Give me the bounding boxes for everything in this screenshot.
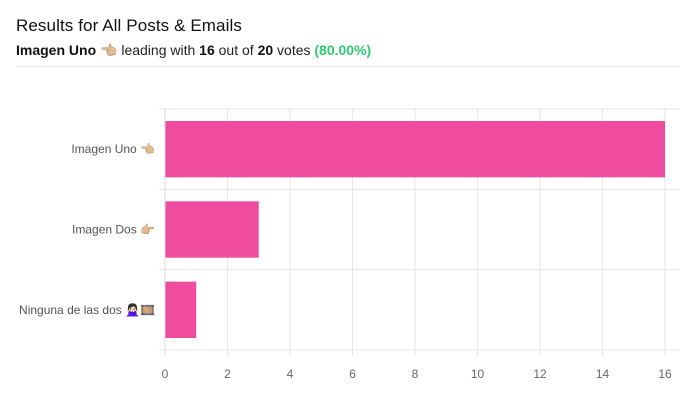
x-tick-label: 0 [162, 367, 169, 381]
x-tick-label: 8 [412, 367, 419, 381]
x-tick-label: 16 [658, 367, 672, 381]
leader-summary: Imagen Uno 👈🏼 leading with 16 out of 20 … [16, 41, 680, 59]
x-tick-label: 14 [596, 367, 610, 381]
x-tick-label: 4 [287, 367, 294, 381]
bar-3 [165, 281, 197, 338]
votes-word: votes [273, 42, 315, 58]
results-header: Results for All Posts & Emails Imagen Un… [16, 12, 680, 59]
category-label: Imagen Uno 👈🏼 [71, 142, 155, 156]
x-tick-label: 10 [471, 367, 485, 381]
leader-percent: (80.00%) [314, 42, 372, 58]
bar-1 [165, 121, 665, 178]
out-of-text: out of [214, 42, 258, 58]
header-divider [16, 66, 680, 67]
bar-2 [165, 201, 259, 258]
leader-mid-text: leading with [117, 42, 200, 58]
category-label: Imagen Dos 👉🏼 [72, 223, 155, 237]
category-label: Ninguna de las dos 🙅🏻‍♀️🎞️ [19, 303, 155, 317]
x-tick-label: 6 [349, 367, 356, 381]
x-tick-label: 2 [224, 367, 231, 381]
leader-votes: 16 [199, 42, 215, 58]
x-tick-label: 12 [533, 367, 547, 381]
leader-name: Imagen Uno 👈🏼 [16, 42, 118, 58]
results-title: Results for All Posts & Emails [16, 16, 242, 35]
total-votes: 20 [257, 42, 274, 58]
